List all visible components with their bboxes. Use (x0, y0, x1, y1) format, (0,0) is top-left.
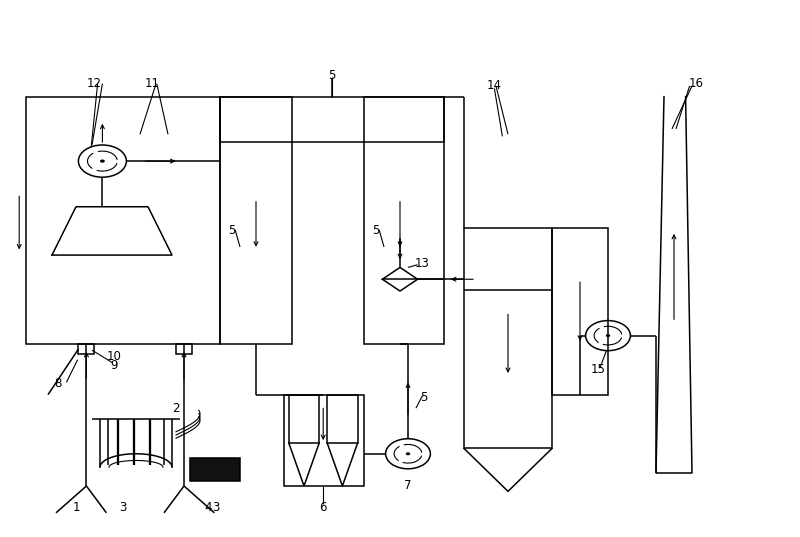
Text: 5: 5 (420, 391, 428, 404)
Circle shape (100, 159, 105, 163)
Bar (364, 97, 444, 344)
Text: 6: 6 (319, 501, 327, 514)
Text: 2: 2 (172, 402, 180, 415)
Text: 10: 10 (107, 350, 122, 363)
Text: 9: 9 (110, 359, 118, 372)
Text: 3: 3 (118, 501, 126, 514)
Bar (190, 458, 240, 481)
Bar (220, 97, 292, 344)
Bar (220, 97, 444, 142)
Bar (176, 344, 192, 354)
Circle shape (406, 452, 410, 455)
Polygon shape (52, 207, 172, 255)
Text: 13: 13 (415, 257, 430, 270)
Text: 14: 14 (487, 79, 502, 92)
Circle shape (606, 334, 610, 337)
Bar (289, 395, 319, 443)
Bar (284, 395, 364, 486)
Bar (78, 344, 94, 354)
Text: 12: 12 (87, 77, 102, 90)
Bar (327, 395, 358, 443)
Text: 5: 5 (228, 224, 236, 237)
Text: 5: 5 (328, 69, 336, 82)
Text: 7: 7 (404, 480, 412, 492)
Text: 3: 3 (212, 501, 220, 514)
Text: 16: 16 (689, 77, 703, 90)
Text: 15: 15 (591, 363, 606, 376)
Bar (464, 228, 552, 448)
Polygon shape (656, 97, 692, 473)
Text: 8: 8 (54, 378, 62, 390)
Text: 11: 11 (145, 77, 159, 90)
Text: 5: 5 (372, 224, 380, 237)
Bar (26, 97, 220, 344)
Text: 4: 4 (204, 501, 212, 514)
Text: 1: 1 (72, 501, 80, 514)
Bar (552, 228, 608, 395)
